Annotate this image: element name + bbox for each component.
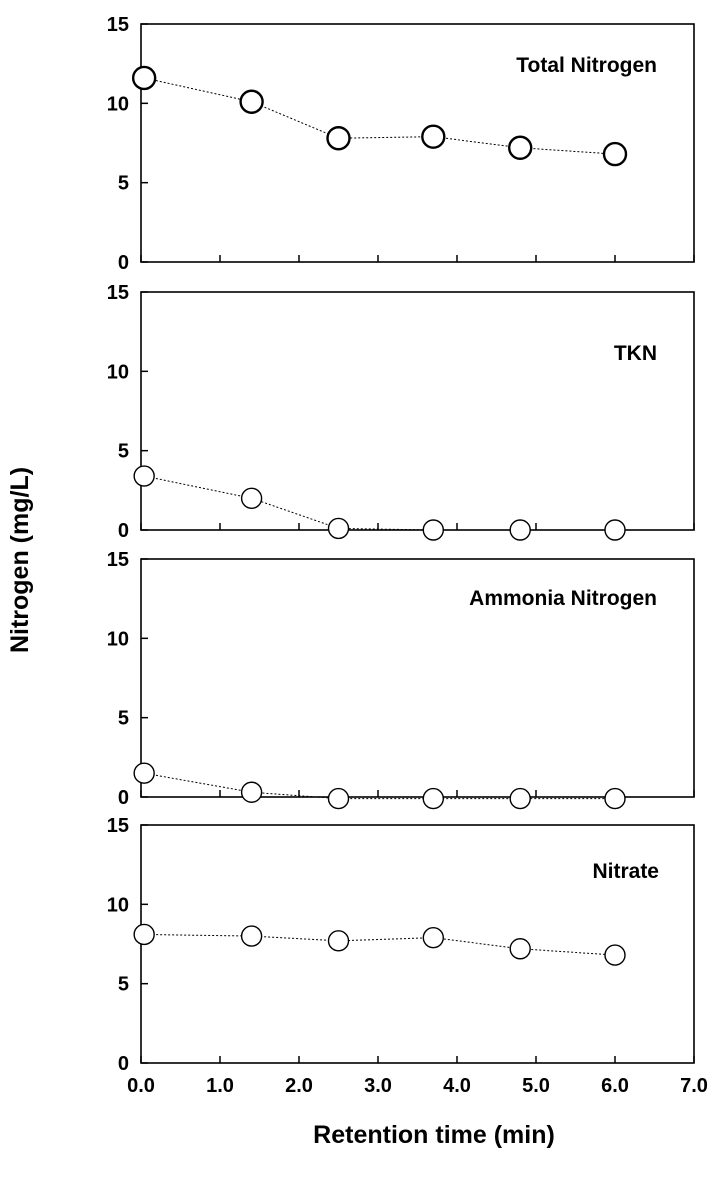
- data-point: [509, 787, 531, 810]
- data-point: [509, 938, 531, 960]
- data-point: [422, 926, 444, 949]
- x-tick-label: 1.0: [206, 1075, 234, 1097]
- data-point: [422, 519, 444, 541]
- chart-panels: 0 5 10 15 Total Nitrogen 0 5 10 15 TKN 0 5 10 15 Ammon…: [107, 14, 695, 1075]
- y-tick-label: 10: [107, 93, 129, 115]
- y-tick-label: 5: [118, 708, 129, 730]
- panel-2: 0 5 10 15 TKN: [107, 282, 695, 542]
- series-line: [144, 772, 615, 800]
- y-tick-label: 15: [107, 549, 129, 571]
- panel-title: TKN: [614, 342, 657, 365]
- panel-title: Nitrate: [592, 860, 659, 883]
- y-tick-label: 10: [107, 628, 129, 650]
- y-tick-label: 15: [107, 282, 129, 304]
- x-tick-label: 7.0: [680, 1075, 708, 1097]
- data-point: [131, 65, 157, 91]
- y-tick-label: 0: [118, 1053, 129, 1075]
- data-point: [604, 944, 626, 966]
- x-tick-label: 3.0: [364, 1075, 392, 1097]
- data-point: [240, 925, 263, 947]
- data-point: [509, 519, 531, 541]
- data-point: [327, 787, 350, 810]
- data-point: [604, 787, 626, 810]
- data-point: [602, 141, 628, 167]
- series-line: [144, 933, 616, 956]
- y-tick-label: 10: [107, 361, 129, 383]
- x-axis-title: Retention time (min): [313, 1121, 555, 1149]
- x-tick-label: 0.0: [127, 1075, 155, 1097]
- data-point: [508, 135, 533, 160]
- series-line: [144, 77, 616, 155]
- y-tick-label: 5: [118, 441, 129, 463]
- series-line: [144, 475, 615, 531]
- plot-frame: [140, 558, 695, 798]
- data-point: [133, 762, 155, 784]
- panel-title: Ammonia Nitrogen: [469, 587, 657, 610]
- panel-title: Total Nitrogen: [516, 54, 657, 77]
- data-point: [327, 517, 350, 540]
- plot-frame: [140, 291, 695, 531]
- x-tick-label: 2.0: [285, 1075, 313, 1097]
- y-tick-label: 5: [118, 974, 129, 996]
- y-tick-label: 0: [118, 520, 129, 542]
- y-tick-label: 0: [118, 787, 129, 809]
- panel-3: 0 5 10 15 Ammonia Nitrogen: [107, 549, 695, 810]
- y-axis-title: Nitrogen (mg/L): [6, 467, 34, 653]
- plot-frame: [140, 23, 695, 263]
- data-point: [133, 923, 155, 946]
- data-point: [604, 519, 626, 541]
- data-point: [326, 126, 351, 151]
- x-tick-label: 4.0: [443, 1075, 471, 1097]
- y-tick-label: 15: [107, 14, 129, 36]
- y-tick-label: 5: [118, 173, 129, 195]
- panel-1: 0 5 10 15 Total Nitrogen: [107, 14, 695, 274]
- y-tick-label: 0: [118, 252, 129, 274]
- x-tick-label: 5.0: [522, 1075, 550, 1097]
- data-point: [133, 465, 155, 487]
- y-tick-label: 10: [107, 894, 129, 916]
- x-tick-label: 6.0: [601, 1075, 629, 1097]
- data-point: [240, 487, 263, 509]
- data-point: [240, 781, 263, 803]
- x-axis: 0.0 1.0 2.0 3.0 4.0 5.0 6.0 7.0: [127, 1075, 708, 1097]
- data-point: [239, 89, 264, 114]
- panel-4: 0 5 10 15 Nitrate: [107, 815, 695, 1075]
- data-point: [421, 124, 446, 149]
- data-point: [422, 787, 444, 810]
- y-tick-label: 15: [107, 815, 129, 837]
- data-point: [327, 930, 350, 952]
